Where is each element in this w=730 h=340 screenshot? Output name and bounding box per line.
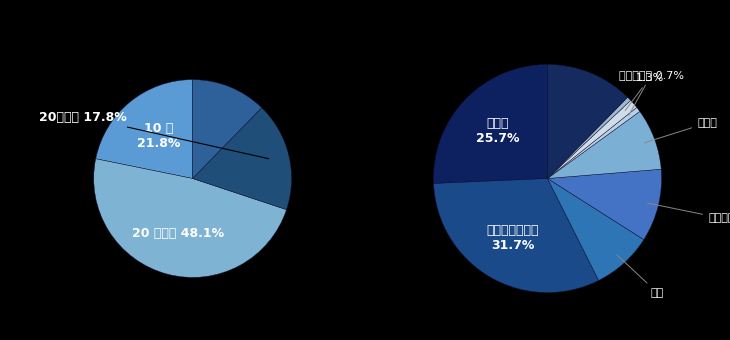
Wedge shape bbox=[548, 169, 661, 240]
Text: 1.3%: 1.3% bbox=[625, 73, 664, 110]
Text: 20 代前半 48.1%: 20 代前半 48.1% bbox=[132, 227, 224, 240]
Wedge shape bbox=[434, 178, 599, 292]
Text: 20代後半 17.8%: 20代後半 17.8% bbox=[39, 111, 269, 159]
Wedge shape bbox=[548, 100, 637, 178]
Wedge shape bbox=[548, 65, 628, 178]
Wedge shape bbox=[548, 97, 631, 178]
Text: その他: その他 bbox=[645, 118, 717, 143]
Text: 社会人（正規）
31.7%: 社会人（正規） 31.7% bbox=[487, 223, 539, 252]
Text: 大学生
25.7%: 大学生 25.7% bbox=[476, 117, 520, 145]
Wedge shape bbox=[93, 159, 286, 277]
Text: 個人・自営 0.7%: 個人・自営 0.7% bbox=[618, 70, 684, 115]
Wedge shape bbox=[548, 112, 661, 178]
Text: 専門学校: 専門学校 bbox=[648, 203, 730, 223]
Text: 短大: 短大 bbox=[617, 255, 664, 298]
Text: 10 代
21.8%: 10 代 21.8% bbox=[137, 122, 180, 150]
Wedge shape bbox=[548, 178, 644, 280]
Wedge shape bbox=[193, 80, 261, 178]
Wedge shape bbox=[193, 108, 291, 210]
Wedge shape bbox=[434, 65, 548, 184]
Wedge shape bbox=[96, 80, 193, 178]
Wedge shape bbox=[548, 107, 639, 178]
